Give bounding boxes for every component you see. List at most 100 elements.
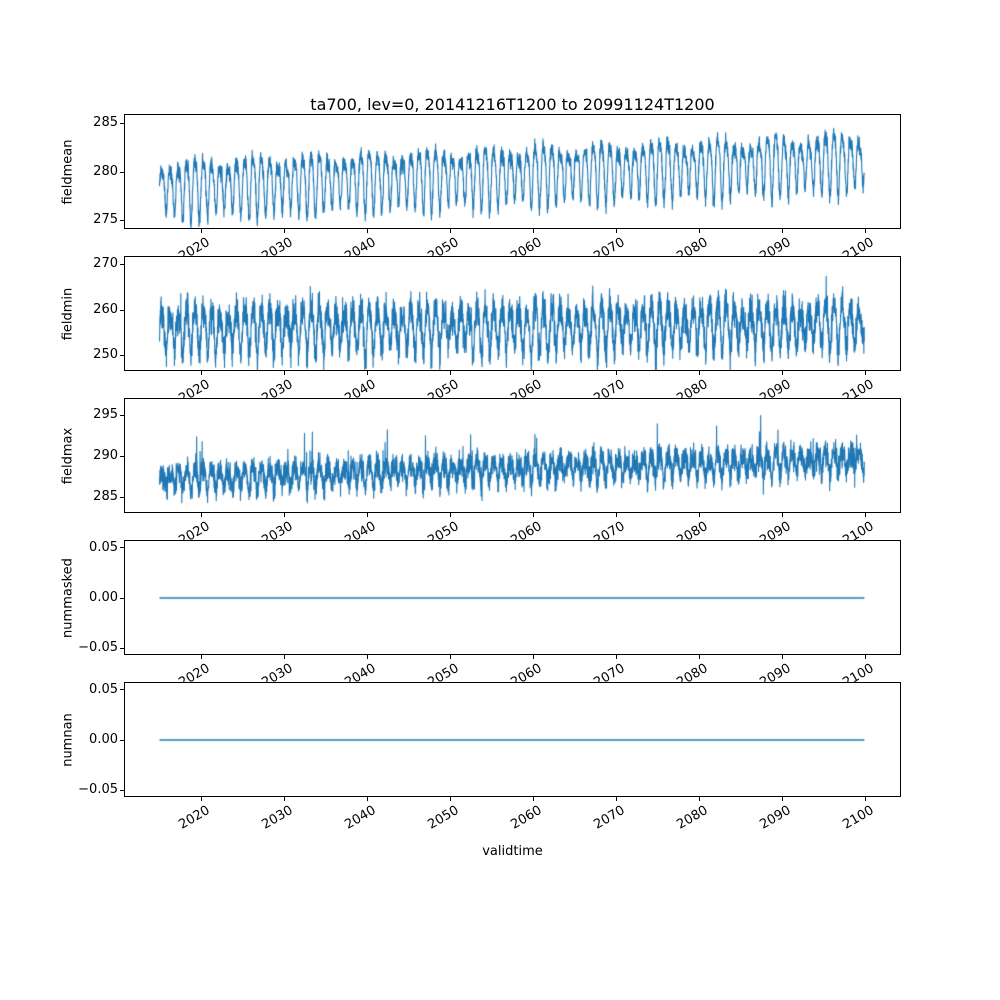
line-series-canvas [125, 541, 900, 654]
y-tick-label: −0.05 [78, 639, 118, 655]
x-tick-mark [865, 371, 866, 375]
y-tick-label: 295 [93, 407, 118, 423]
x-tick-mark [450, 797, 451, 801]
x-tick-mark [201, 513, 202, 517]
x-tick-mark [782, 229, 783, 233]
y-tick-label: 285 [93, 114, 118, 130]
x-tick-label: 2040 [342, 803, 379, 833]
y-tick-mark [120, 547, 124, 548]
x-tick-mark [367, 797, 368, 801]
x-tick-mark [616, 513, 617, 517]
axes-box-fieldmean [124, 114, 901, 229]
x-tick-label: 2090 [757, 803, 794, 833]
y-tick-mark [120, 648, 124, 649]
x-tick-label: 2030 [259, 803, 296, 833]
x-tick-mark [201, 797, 202, 801]
x-tick-mark [284, 655, 285, 659]
x-tick-mark [533, 797, 534, 801]
x-tick-mark [284, 797, 285, 801]
y-tick-mark [120, 264, 124, 265]
x-tick-mark [865, 513, 866, 517]
x-tick-mark [201, 229, 202, 233]
y-tick-label: −0.05 [78, 781, 118, 797]
x-tick-mark [450, 513, 451, 517]
x-tick-mark [533, 371, 534, 375]
y-axis-name: fieldmean [60, 139, 76, 204]
x-tick-mark [533, 655, 534, 659]
axes-box-fieldmin [124, 256, 901, 371]
x-tick-mark [616, 797, 617, 801]
x-tick-mark [450, 229, 451, 233]
y-tick-label: 260 [93, 301, 118, 317]
x-tick-mark [284, 229, 285, 233]
x-tick-mark [699, 513, 700, 517]
x-tick-mark [782, 371, 783, 375]
x-tick-label: 2100 [840, 803, 877, 833]
x-tick-mark [865, 655, 866, 659]
y-tick-label: 280 [93, 163, 118, 179]
x-tick-mark [699, 371, 700, 375]
x-tick-mark [699, 655, 700, 659]
line-series-canvas [125, 115, 900, 228]
y-tick-label: 275 [93, 212, 118, 228]
x-tick-mark [616, 371, 617, 375]
x-tick-label: 2060 [508, 803, 545, 833]
line-series-canvas [125, 257, 900, 370]
y-axis-name: fieldmax [60, 427, 76, 484]
y-tick-label: 0.05 [89, 539, 118, 555]
x-tick-mark [201, 655, 202, 659]
y-tick-label: 285 [93, 489, 118, 505]
x-tick-mark [284, 513, 285, 517]
x-tick-mark [865, 797, 866, 801]
y-axis-name: nummasked [60, 557, 76, 638]
x-tick-mark [782, 797, 783, 801]
x-tick-mark [450, 655, 451, 659]
x-tick-mark [367, 513, 368, 517]
y-tick-mark [120, 220, 124, 221]
y-tick-mark [120, 740, 124, 741]
x-tick-mark [367, 229, 368, 233]
y-tick-label: 250 [93, 347, 118, 363]
axes-box-nummasked [124, 540, 901, 655]
y-tick-mark [120, 172, 124, 173]
line-series-canvas [125, 399, 900, 512]
y-tick-label: 0.00 [89, 731, 118, 747]
y-tick-mark [120, 415, 124, 416]
y-axis-name: fieldmin [60, 287, 76, 340]
y-tick-mark [120, 123, 124, 124]
y-axis-name: numnan [60, 712, 76, 767]
axes-box-numnan [124, 682, 901, 797]
y-tick-mark [120, 355, 124, 356]
y-tick-label: 270 [93, 256, 118, 272]
x-tick-label: 2080 [674, 803, 711, 833]
x-tick-mark [367, 371, 368, 375]
y-tick-label: 0.05 [89, 681, 118, 697]
x-tick-mark [616, 229, 617, 233]
y-tick-label: 0.00 [89, 589, 118, 605]
x-tick-mark [782, 655, 783, 659]
x-tick-mark [284, 371, 285, 375]
chart-title: ta700, lev=0, 20141216T1200 to 20991124T… [310, 95, 715, 114]
x-tick-mark [450, 371, 451, 375]
y-tick-mark [120, 456, 124, 457]
x-tick-mark [533, 513, 534, 517]
x-tick-mark [616, 655, 617, 659]
y-tick-mark [120, 310, 124, 311]
y-tick-label: 290 [93, 448, 118, 464]
x-tick-mark [865, 229, 866, 233]
x-tick-label: 2070 [591, 803, 628, 833]
y-tick-mark [120, 790, 124, 791]
x-tick-mark [699, 229, 700, 233]
x-tick-mark [782, 513, 783, 517]
line-series-canvas [125, 683, 900, 796]
y-tick-mark [120, 598, 124, 599]
x-tick-mark [533, 229, 534, 233]
x-axis-label: validtime [482, 844, 543, 859]
x-tick-mark [699, 797, 700, 801]
x-tick-mark [201, 371, 202, 375]
y-tick-mark [120, 689, 124, 690]
axes-box-fieldmax [124, 398, 901, 513]
x-tick-label: 2020 [176, 803, 213, 833]
